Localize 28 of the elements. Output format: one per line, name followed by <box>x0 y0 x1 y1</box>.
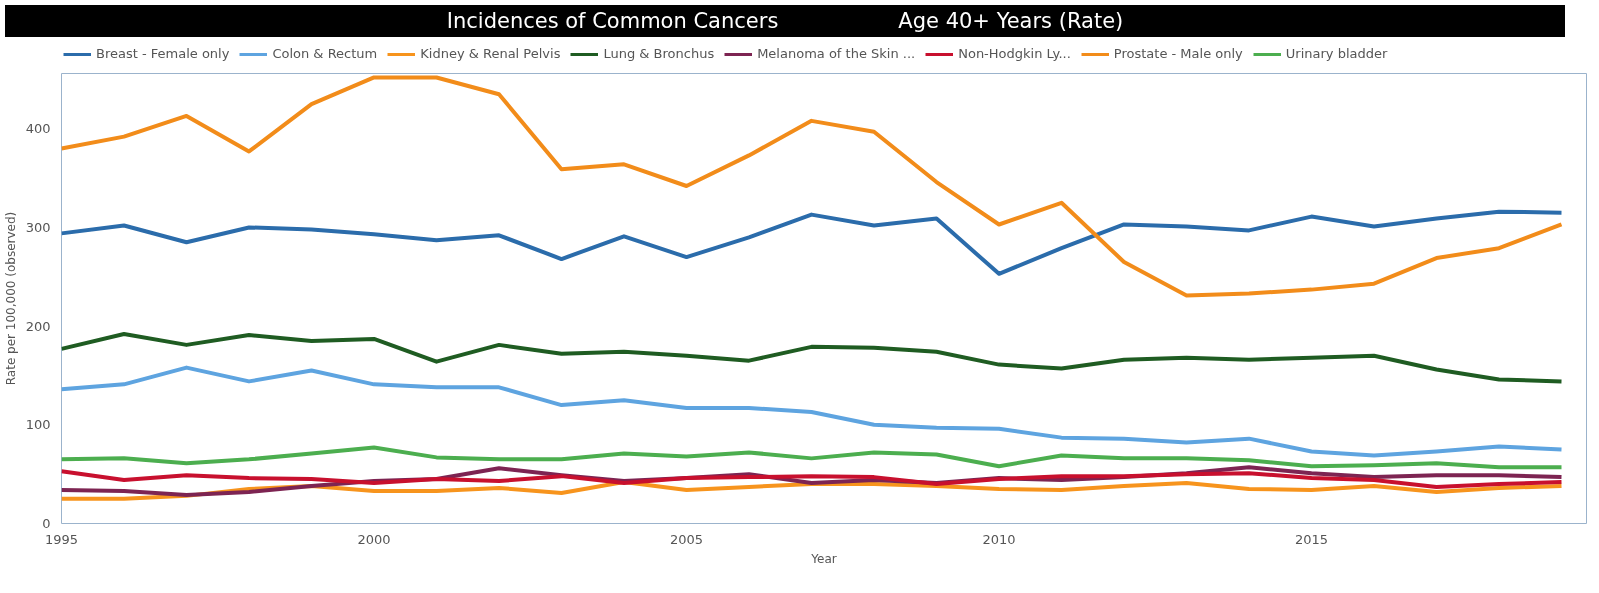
y-tick-label: 400 <box>25 121 51 137</box>
x-tick-label: 2005 <box>669 531 704 547</box>
legend-label: Lung & Bronchus <box>603 46 715 61</box>
y-tick-label: 200 <box>25 318 51 334</box>
y-tick-label: 100 <box>25 417 51 433</box>
legend-label: Kidney & Renal Pelvis <box>420 46 561 61</box>
legend-label: Non-Hodgkin Ly... <box>958 46 1071 61</box>
legend-label: Colon & Rectum <box>272 46 378 61</box>
legend-label: Melanoma of the Skin ... <box>757 46 916 61</box>
x-tick-label: 2010 <box>982 531 1016 547</box>
y-axis-title: Rate per 100,000 (observed) <box>3 211 18 386</box>
line-series <box>61 209 1564 276</box>
legend-label: Breast - Female only <box>96 46 230 61</box>
legend-label: Urinary bladder <box>1285 46 1388 61</box>
y-tick-label: 0 <box>42 516 51 531</box>
line-series <box>61 445 1564 470</box>
legend-label: Prostate - Male only <box>1113 46 1243 61</box>
line-series <box>61 75 1564 298</box>
x-tick-label: 2015 <box>1294 531 1329 547</box>
x-axis-title: Year <box>810 551 837 566</box>
line-series <box>61 332 1564 384</box>
line-series <box>61 365 1564 458</box>
y-tick-label: 300 <box>25 219 51 235</box>
chart-title: Incidences of Common Cancers <box>446 8 779 35</box>
line-series <box>61 469 1564 489</box>
x-tick-label: 2000 <box>357 531 391 547</box>
x-tick-label: 1995 <box>44 531 79 547</box>
chart-subtitle: Age 40+ Years (Rate) <box>898 8 1124 35</box>
